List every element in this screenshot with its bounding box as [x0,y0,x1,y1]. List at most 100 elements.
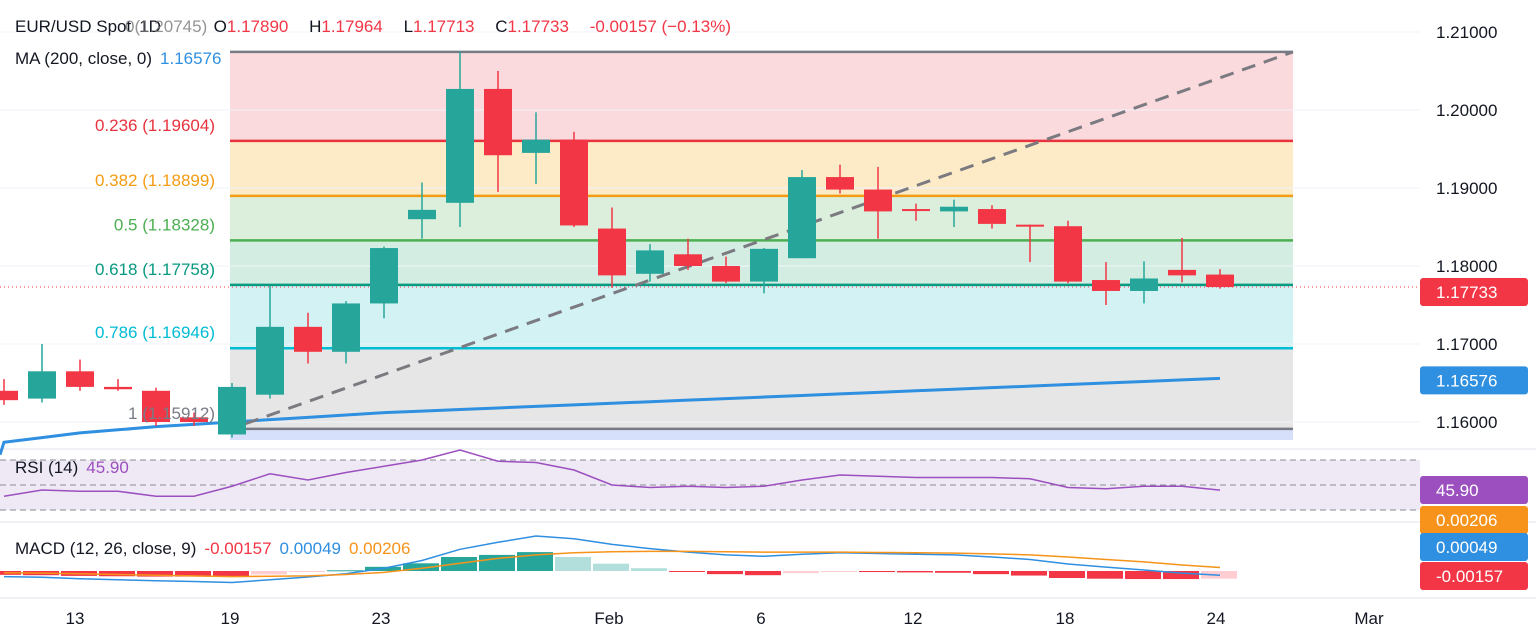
fibonacci-retracement[interactable] [230,50,1293,440]
macd-histogram-bar [1163,571,1199,580]
macd-histogram-bar [745,571,781,576]
time-tick-label: 18 [1056,609,1075,628]
candle-body [674,254,702,266]
macd-legend-macd: -0.00157 [204,539,272,558]
macd-histogram-bar [783,571,819,574]
change-value: -0.00157 (−0.13%) [589,17,731,36]
macd-histogram-bar [935,571,971,573]
candle-body [142,390,170,422]
candle-body [294,326,322,352]
macd-hist-badge-bg [1420,506,1528,534]
ma-200-line [0,376,1221,456]
macd-histogram-bar [555,557,591,571]
ma-price-badge-bg [1420,366,1528,395]
candle-body [636,250,664,274]
fib-zone-extension [230,428,1293,440]
macd-histogram-bar [707,571,743,575]
macd-histogram-bar [1125,571,1161,580]
macd-histogram-bar [327,570,363,572]
macd-histogram-bar [99,571,135,577]
fib-label: 0.786 (1.16946) [95,323,215,342]
candle-body [332,303,360,352]
trend-line[interactable] [244,50,1294,426]
ma-price-badge: 1.16576 [1436,371,1497,390]
fib-zone [230,348,1293,429]
candle-body [1130,278,1158,291]
candle-body [902,209,930,212]
trend-line-dashed [244,50,1294,426]
time-axis[interactable]: 13 19 23 Feb 6 12 18 24 Mar [66,609,1384,628]
time-tick-label: 24 [1207,609,1226,628]
candle-body [1206,274,1234,288]
macd-legend-label: MACD (12, 26, close, 9) [15,539,197,558]
macd-pane[interactable] [0,535,1237,584]
candle-body [522,139,550,153]
candle-body [408,209,436,220]
candle-body [446,88,474,203]
macd-histogram-bar [593,563,629,571]
macd-signal-badge-bg [1420,533,1528,561]
rsi-value-badge: 45.90 [1436,481,1479,500]
fib-label: 0.618 (1.17758) [95,260,215,279]
moving-average-200 [0,376,1221,456]
fib-label: 0.382 (1.18899) [95,171,215,190]
candle-body [560,139,588,226]
macd-legend: MACD (12, 26, close, 9) -0.00157 0.00049 0.… [15,539,418,559]
high-label: H [309,17,322,36]
candle-body [978,209,1006,224]
price-tick-label: 1.20000 [1436,101,1497,120]
fibonacci-labels: 0.236 (1.19604) 0.382 (1.18899) 0.5 (1.183… [95,116,215,423]
rsi-legend: RSI (14) 45.90 [15,458,137,478]
macd-histogram-bar [517,552,553,571]
fib-label: 0.236 (1.19604) [95,116,215,135]
time-tick-label: Mar [1354,609,1384,628]
macd-histogram-bar [403,563,439,571]
high-value: 1.17964 [321,17,383,36]
macd-histogram-bar [631,568,667,571]
candle-body [864,189,892,212]
ma-legend: MA (200, close, 0) 1.16576 [15,49,229,69]
candle-body [750,248,778,282]
macd-legend-hist: 0.00206 [348,539,411,558]
price-axis[interactable]: 1.21000 1.20000 1.19000 1.18000 1.17000 1.160… [1420,23,1528,590]
macd-signal-badge: 0.00049 [1436,538,1497,557]
time-tick-label: 19 [221,609,240,628]
macd-histogram-bar [175,571,211,577]
candle-body [66,371,94,387]
current-price-badge-bg [1420,278,1528,307]
fib-label: 1 (1.15912) [128,404,215,423]
macd-histogram-bar [1049,571,1085,578]
fib-label: 0.5 (1.18328) [114,215,215,234]
macd-histogram-bar [821,571,857,572]
price-tick-label: 1.17000 [1436,335,1497,354]
open-label: O [213,17,227,36]
ma-legend-label: MA (200, close, 0) [15,49,153,68]
macd-hist-badge: 0.00206 [1436,511,1497,530]
macd-histogram-bar [137,571,173,577]
candle-body [598,228,626,276]
fib-zone [230,51,1293,141]
time-tick-label: Feb [594,609,623,628]
candle-body [1168,269,1196,276]
rsi-pane[interactable] [0,449,1420,511]
time-tick-label: 13 [66,609,85,628]
rsi-legend-label: RSI (14) [15,458,79,477]
price-tick-label: 1.16000 [1436,413,1497,432]
ohlc-legend: EUR/USD Spot 1D 0(1.20745) O1.17890 H1.179… [15,17,739,37]
macd-histogram-bar [1087,571,1123,579]
macd-histogram-bar [289,571,325,573]
rsi-line [3,449,1221,497]
candlestick-series [0,51,1234,438]
price-tick-label: 1.18000 [1436,257,1497,276]
candle-body [712,266,740,282]
fib-zone [230,140,1293,196]
time-tick-label: 12 [904,609,923,628]
close-label: C [495,17,508,36]
candle-body [104,386,132,390]
rsi-legend-value: 45.90 [86,458,129,477]
time-tick-label: 6 [756,609,765,628]
macd-histogram-bar [479,554,515,571]
candle-body [0,390,18,401]
candle-body [1054,226,1082,282]
